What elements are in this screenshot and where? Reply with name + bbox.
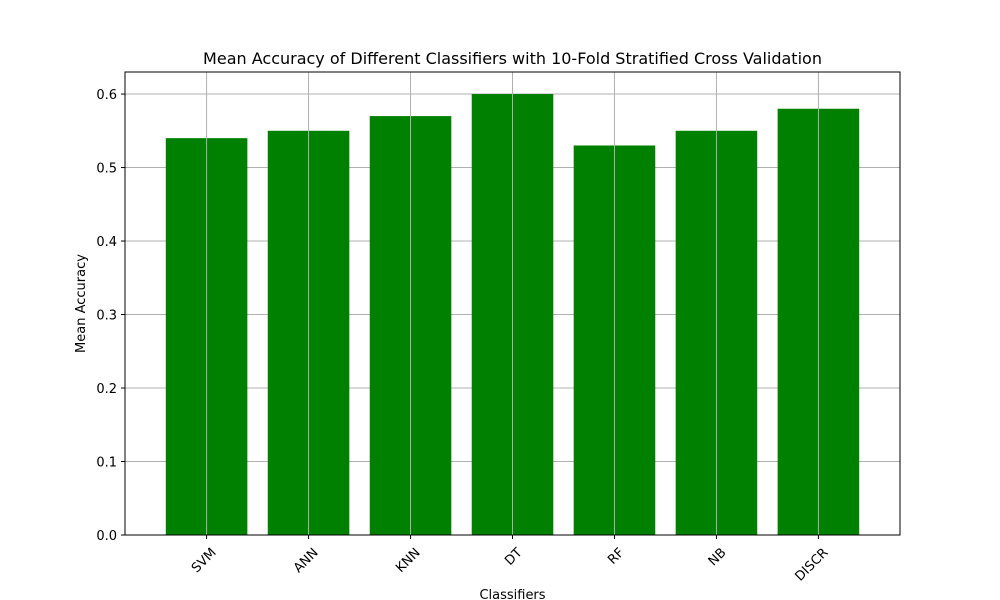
y-tick-label: 0.2 bbox=[96, 382, 117, 397]
y-tick-label: 0.5 bbox=[96, 162, 117, 177]
y-tick-label: 0.3 bbox=[96, 309, 117, 324]
x-grid-layer bbox=[206, 72, 819, 535]
y-tick-label: 0.0 bbox=[96, 529, 117, 544]
y-tick-label: 0.6 bbox=[96, 88, 117, 103]
y-tick-label: 0.4 bbox=[96, 235, 117, 250]
y-tick-label: 0.1 bbox=[96, 456, 117, 471]
x-axis-label: Classifiers bbox=[479, 588, 545, 600]
y-axis-label: Mean Accuracy bbox=[74, 254, 89, 353]
y-ticks-layer: 0.0 0.1 0.2 0.3 0.4 0.5 0.6 bbox=[96, 88, 125, 544]
chart-title: Mean Accuracy of Different Classifiers w… bbox=[203, 49, 822, 68]
